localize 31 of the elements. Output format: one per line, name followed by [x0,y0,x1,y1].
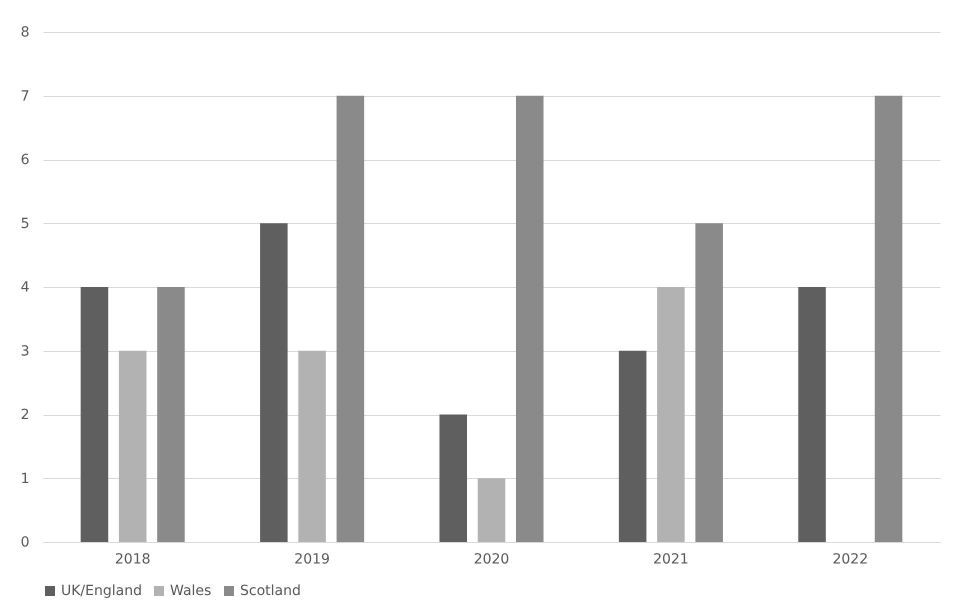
bar [260,223,288,542]
legend-label: Wales [170,583,212,599]
bar [118,350,146,542]
bar [798,287,826,542]
bar [618,350,646,542]
y-tick-label: 4 [20,280,30,296]
bar [80,287,108,542]
bar [874,96,902,542]
bar [439,414,468,542]
bar [298,350,326,542]
y-tick-label: 7 [20,88,30,104]
bar [336,96,364,542]
x-tick-label: 2021 [653,552,689,568]
y-tick-label: 3 [20,343,30,360]
x-tick-label: 2018 [114,552,151,568]
bar [516,96,544,542]
x-tick-label: 2019 [294,552,330,568]
legend-label: UK/England [61,583,142,599]
bar [157,287,185,542]
y-tick-label: 5 [20,216,30,232]
bar [657,287,685,542]
y-tick-label: 8 [20,24,30,40]
y-tick-label: 2 [20,407,30,423]
x-tick-label: 2020 [474,552,510,568]
y-tick-label: 1 [20,470,30,487]
x-tick-label: 2022 [832,552,868,568]
legend-label: Scotland [240,583,301,599]
y-tick-label: 0 [20,534,30,550]
bar [478,478,506,542]
bar [695,223,723,542]
y-tick-label: 6 [20,152,30,168]
